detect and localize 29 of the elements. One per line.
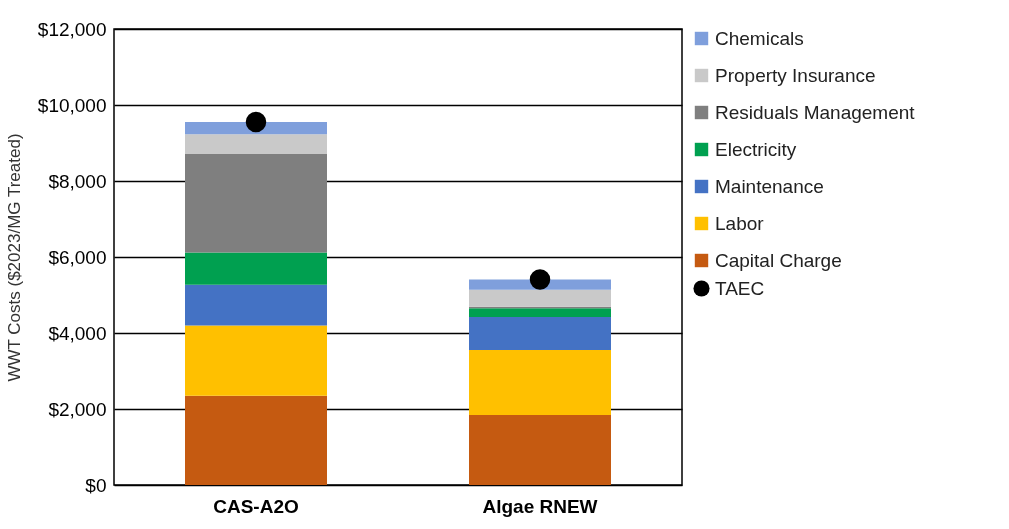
bar [185,395,327,485]
legend-label: Maintenance [715,175,824,197]
legend-label: Residuals Management [715,101,916,123]
y-tick-label: $10,000 [37,94,107,116]
bar [469,308,611,318]
y-tick-label: $2,000 [48,398,107,420]
bar [469,289,611,307]
x-tick-label: CAS-A2O [213,495,299,517]
y-axis-title: WWT Costs ($2023/MG Treated) [4,133,24,382]
y-tick-label: $4,000 [48,322,107,344]
y-tick-label: $0 [85,474,107,496]
y-tick-label: $6,000 [48,246,107,268]
legend-label: Property Insurance [715,64,876,86]
y-tick-label: $12,000 [37,18,107,40]
bar [185,325,327,396]
bar [469,317,611,351]
bar [469,415,611,485]
legend-label: TAEC [715,277,765,299]
x-tick-label: Algae RNEW [482,495,598,517]
bar [185,284,327,326]
bar [469,350,611,416]
bar [185,134,327,155]
legend-label: Capital Charge [715,249,842,271]
y-tick-label: $8,000 [48,170,107,192]
bar [185,252,327,285]
bar [185,154,327,253]
legend-label: Labor [715,212,765,234]
legend-label: Chemicals [715,27,804,49]
legend-label: Electricity [715,138,797,160]
